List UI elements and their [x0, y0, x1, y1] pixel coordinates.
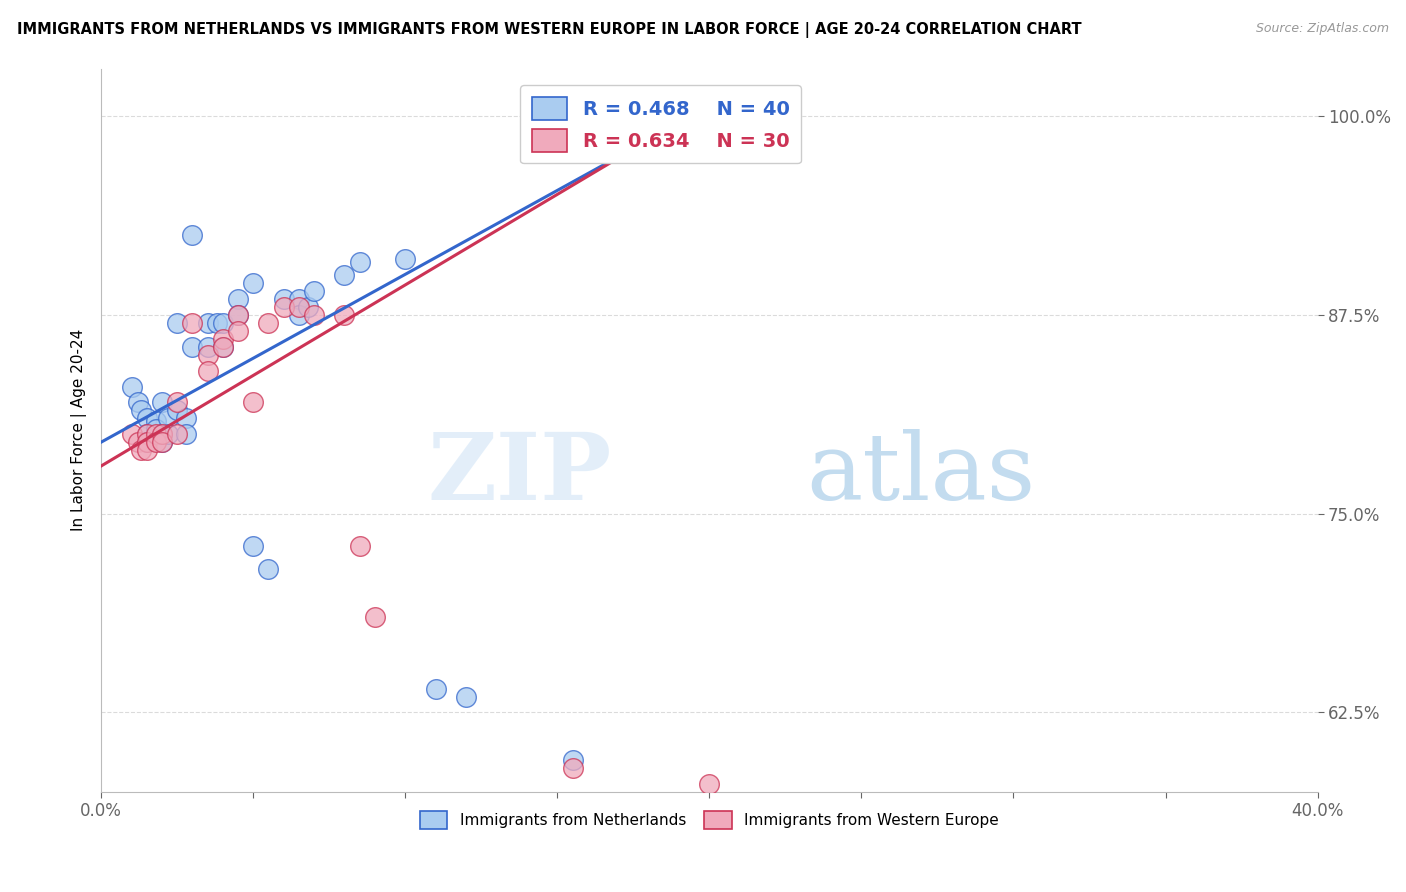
Point: [166, 395, 188, 409]
Point: [135, 435, 157, 450]
Point: [157, 427, 180, 442]
Point: [150, 427, 173, 442]
Point: [127, 395, 149, 409]
Point: [211, 316, 233, 330]
Point: [205, 316, 228, 330]
Point: [129, 403, 152, 417]
Point: [349, 539, 371, 553]
Point: [121, 427, 143, 442]
Point: [273, 292, 295, 306]
Point: [145, 427, 167, 442]
Point: [226, 324, 249, 338]
Point: [561, 761, 583, 775]
Point: [174, 427, 197, 442]
Point: [166, 427, 188, 442]
Y-axis label: In Labor Force | Age 20-24: In Labor Force | Age 20-24: [72, 329, 87, 532]
Point: [157, 411, 180, 425]
Point: [302, 284, 325, 298]
Point: [129, 443, 152, 458]
Text: Source: ZipAtlas.com: Source: ZipAtlas.com: [1256, 22, 1389, 36]
Point: [425, 681, 447, 696]
Point: [145, 422, 167, 436]
Point: [135, 427, 157, 442]
Point: [257, 562, 280, 576]
Point: [121, 379, 143, 393]
Point: [135, 435, 157, 450]
Point: [150, 427, 173, 442]
Text: ZIP: ZIP: [427, 429, 612, 518]
Point: [226, 292, 249, 306]
Point: [242, 395, 264, 409]
Point: [150, 435, 173, 450]
Point: [197, 340, 219, 354]
Point: [302, 308, 325, 322]
Point: [211, 340, 233, 354]
Point: [127, 435, 149, 450]
Point: [297, 300, 319, 314]
Point: [197, 316, 219, 330]
Point: [242, 276, 264, 290]
Point: [288, 308, 311, 322]
Point: [135, 427, 157, 442]
Point: [211, 332, 233, 346]
Point: [145, 415, 167, 429]
Point: [174, 411, 197, 425]
Point: [333, 268, 356, 283]
Point: [561, 753, 583, 767]
Point: [637, 141, 659, 155]
Point: [135, 443, 157, 458]
Point: [150, 395, 173, 409]
Point: [197, 363, 219, 377]
Point: [273, 300, 295, 314]
Point: [699, 777, 721, 791]
Point: [166, 403, 188, 417]
Point: [242, 539, 264, 553]
Point: [333, 308, 356, 322]
Point: [181, 316, 204, 330]
Point: [349, 255, 371, 269]
Point: [145, 435, 167, 450]
Point: [226, 308, 249, 322]
Point: [197, 348, 219, 362]
Text: IMMIGRANTS FROM NETHERLANDS VS IMMIGRANTS FROM WESTERN EUROPE IN LABOR FORCE | A: IMMIGRANTS FROM NETHERLANDS VS IMMIGRANT…: [17, 22, 1081, 38]
Point: [211, 340, 233, 354]
Point: [226, 308, 249, 322]
Point: [181, 340, 204, 354]
Point: [135, 411, 157, 425]
Point: [166, 316, 188, 330]
Point: [181, 228, 204, 243]
Point: [257, 316, 280, 330]
Text: atlas: atlas: [807, 429, 1036, 518]
Point: [150, 435, 173, 450]
Point: [394, 252, 416, 267]
Point: [364, 610, 387, 624]
Point: [288, 300, 311, 314]
Point: [288, 292, 311, 306]
Legend: Immigrants from Netherlands, Immigrants from Western Europe: Immigrants from Netherlands, Immigrants …: [413, 805, 1005, 835]
Point: [454, 690, 477, 704]
